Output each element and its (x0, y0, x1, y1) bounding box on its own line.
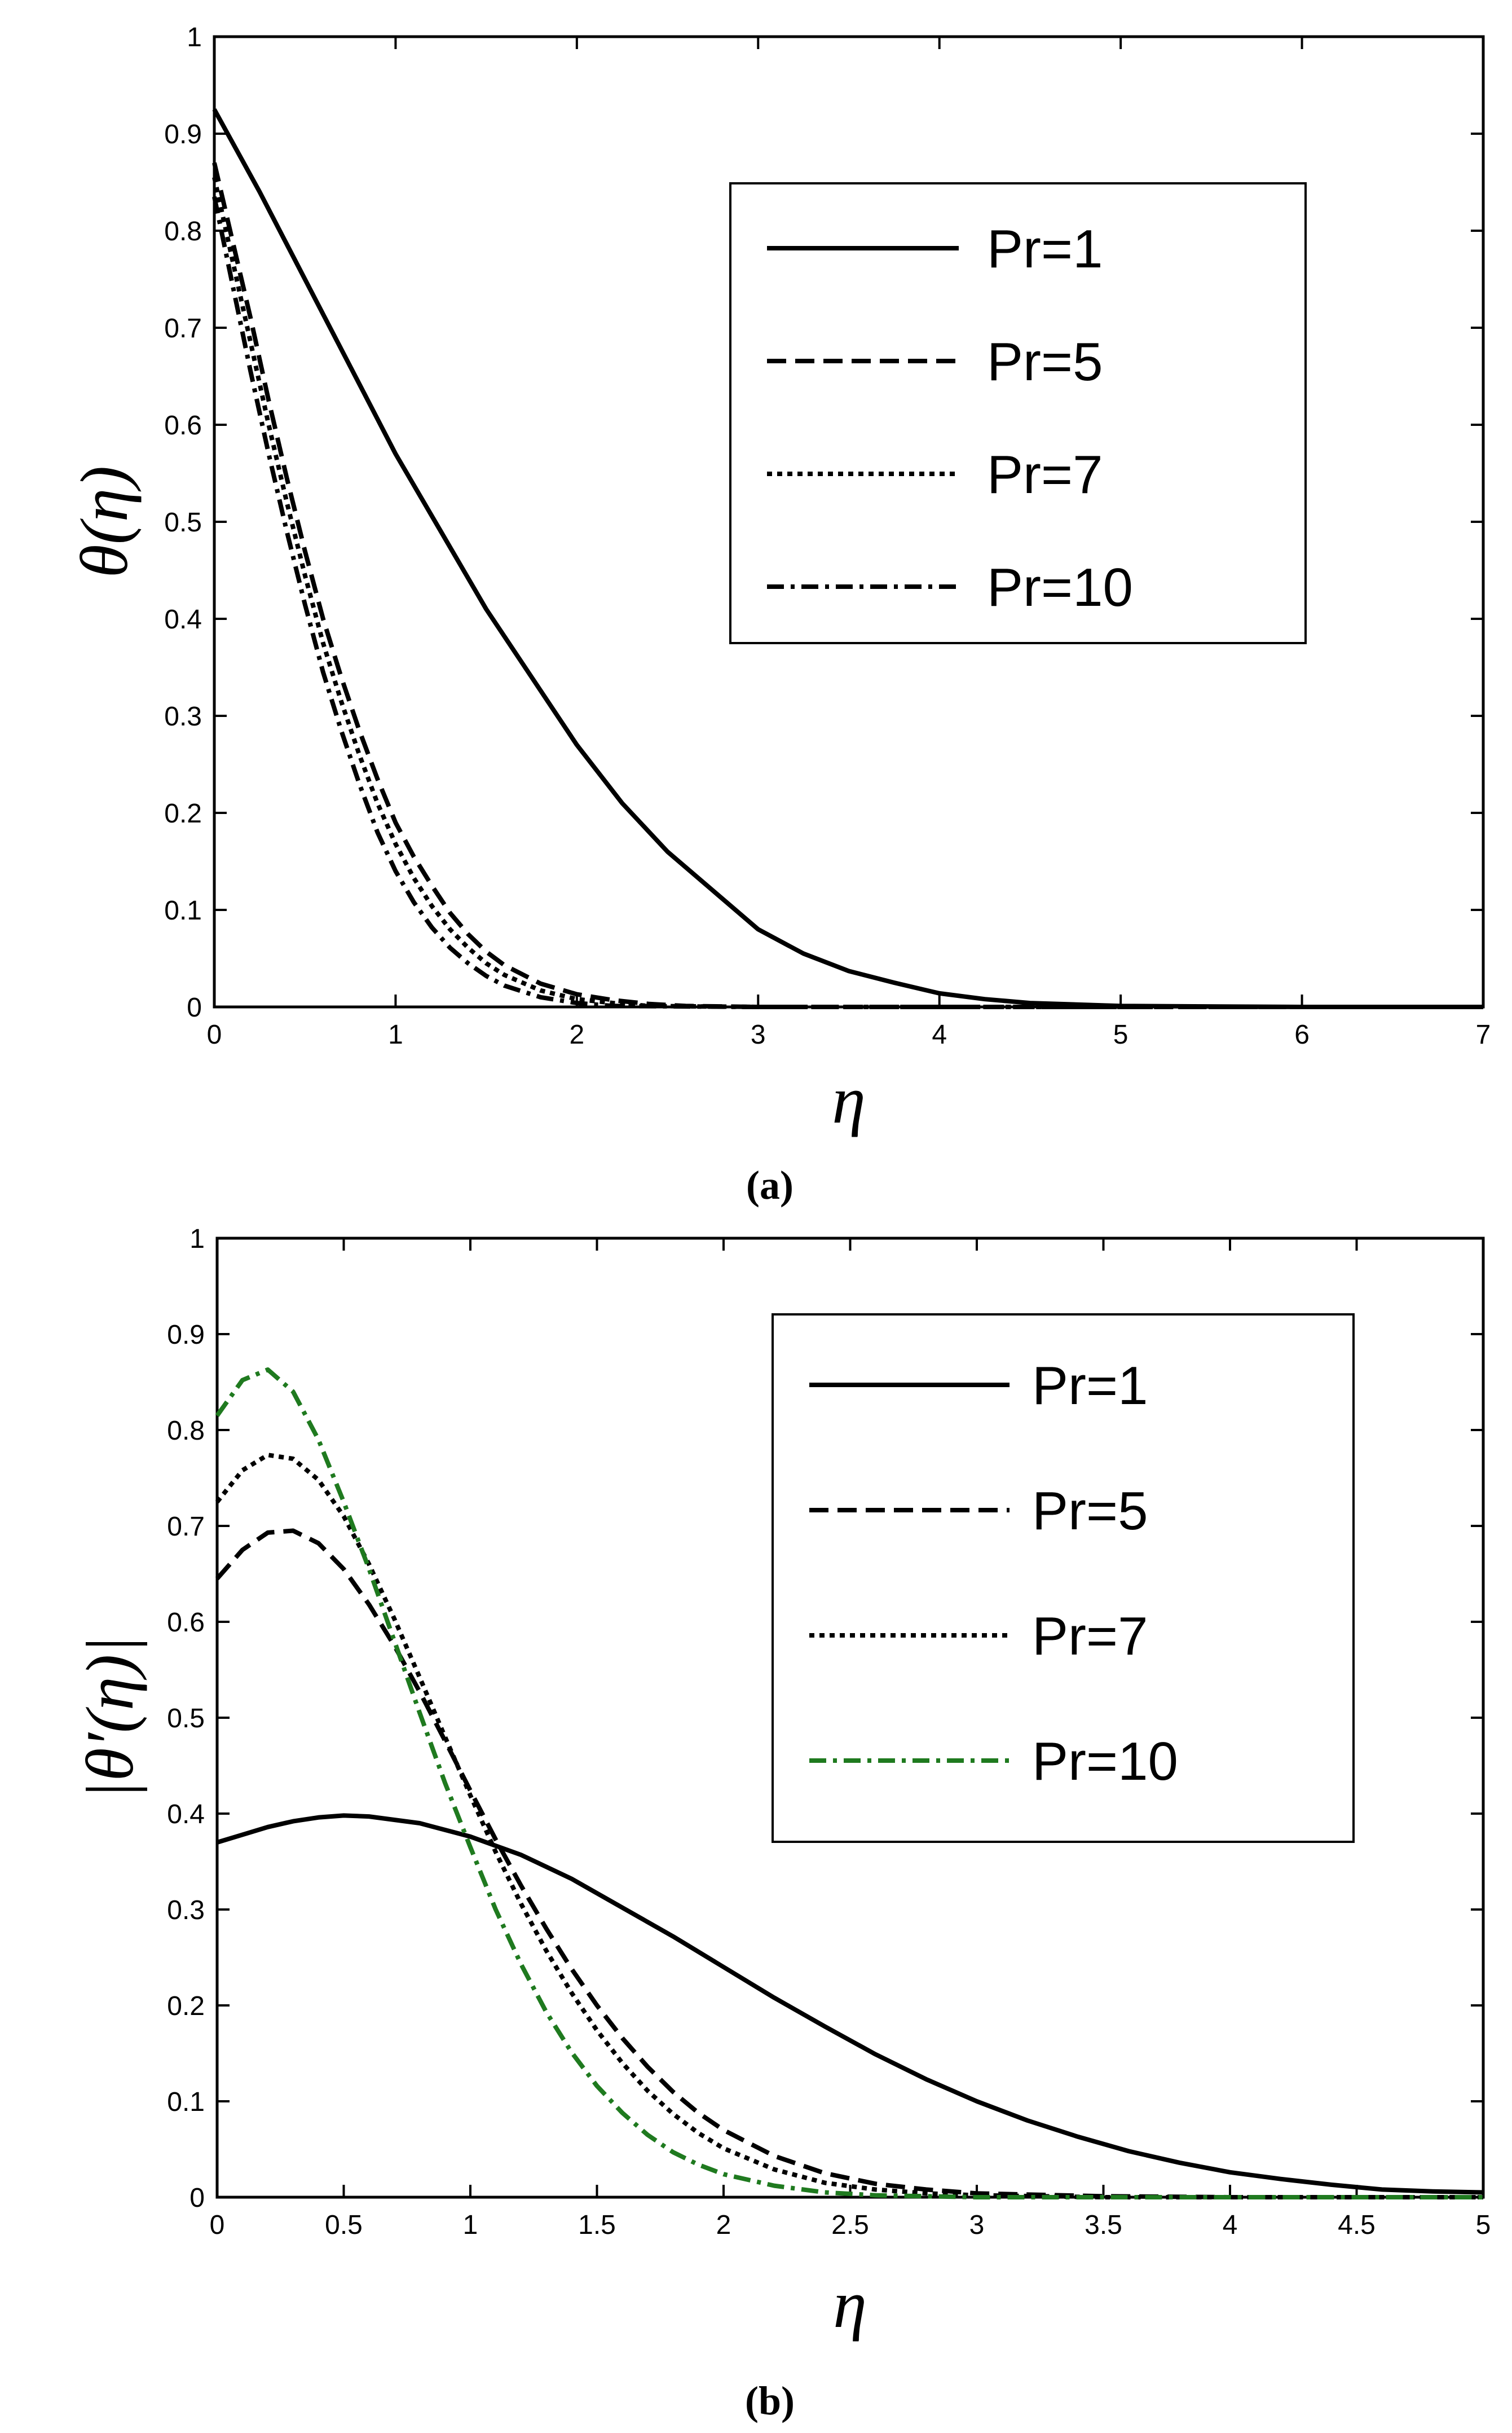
y-tick-label: 0.9 (167, 1320, 205, 1350)
series-group-b (215, 1367, 1484, 2199)
x-tick-label: 7 (1476, 1020, 1491, 1050)
series-line-pr-1 (212, 108, 1483, 1009)
y-tick-label: 0.4 (167, 1800, 205, 1829)
x-tick-label: 3 (751, 1020, 766, 1050)
legend-box (772, 1313, 1355, 1843)
y-tick-label: 0.6 (167, 1608, 205, 1638)
legend-entry-label: Pr=5 (987, 332, 1103, 392)
y-tick-label: 0.5 (167, 1704, 205, 1734)
series-line-pr-10 (215, 1367, 1483, 2199)
y-tick-label: 0.1 (167, 2087, 205, 2117)
y-tick-label: 0.7 (167, 1512, 205, 1542)
y-tick-label: 0.5 (164, 508, 202, 538)
y-tick-label: 1 (189, 1224, 205, 1254)
panel-label-b-open: ( (745, 2378, 759, 2423)
legend-entry-label: Pr=10 (1032, 1731, 1178, 1792)
x-tick-label: 4 (1223, 2210, 1238, 2240)
panel-label-a-open: ( (746, 1163, 760, 1208)
legend-a: Pr=1 Pr=5 Pr=7 Pr=10 (729, 182, 1307, 644)
series-group-a (212, 108, 1483, 1009)
legend-entry-label: Pr=1 (1032, 1356, 1148, 1416)
legend-b: Pr=1 Pr=5 Pr=7 Pr=10 (772, 1313, 1355, 1843)
x-tick-label: 0 (210, 2210, 225, 2240)
series-line-pr-7 (215, 1453, 1483, 2199)
y-tick-label: 0 (187, 993, 202, 1023)
y-tick-label: 0.7 (164, 314, 202, 344)
y-tick-label: 0.8 (164, 217, 202, 247)
chart-panel-a: 0 1 2 3 4 5 6 7 0 0.1 0.2 0.3 0.4 0.5 0.6 0.7 0.8 0.9 1 Pr… (67, 23, 1491, 1208)
series-line-pr-5 (215, 1528, 1483, 2199)
x-tick-label: 1 (463, 2210, 478, 2240)
chart-panel-b: 0 0.5 1 1.5 2 2.5 3 3.5 4 4.5 5 0 0.1 0.2 0.3 0.4 0.5 0.6… (72, 1224, 1491, 2423)
y-axis-label-b: |θ′(η)| (72, 1636, 147, 1800)
panel-label-a: (a) (746, 1163, 794, 1208)
x-tick-label: 5 (1476, 2210, 1491, 2240)
series-line-pr-10 (212, 196, 1483, 1009)
x-tick-label: 1.5 (578, 2210, 616, 2240)
series-line-pr-1 (216, 1813, 1484, 2195)
y-axis-label-a: θ(η) (67, 466, 142, 578)
x-tick-label: 4.5 (1338, 2210, 1376, 2240)
panel-label-b-letter: b (759, 2378, 781, 2423)
x-tick-label: 2.5 (831, 2210, 869, 2240)
y-tick-label: 0.8 (167, 1416, 205, 1446)
x-tick-label: 2 (570, 1020, 585, 1050)
panel-label-a-close: ) (780, 1163, 794, 1208)
series-line-pr-7 (212, 177, 1483, 1009)
panel-label-a-letter: a (760, 1163, 780, 1208)
legend-entry-label: Pr=7 (987, 445, 1103, 505)
y-tick-label: 0 (189, 2183, 205, 2213)
x-tick-label: 3 (969, 2210, 985, 2240)
axes-ticks-a: 0 1 2 3 4 5 6 7 0 0.1 0.2 0.3 0.4 0.5 0.6 0.7 0.8 0.9 1 (164, 23, 1491, 1050)
y-tick-label: 0.2 (167, 1991, 205, 2021)
y-tick-label: 1 (187, 23, 202, 52)
x-tick-label: 1 (388, 1020, 403, 1050)
y-tick-label: 0.9 (164, 120, 202, 149)
legend-entry-label: Pr=1 (987, 219, 1103, 279)
x-tick-label: 4 (932, 1020, 947, 1050)
legend-box (729, 182, 1307, 644)
x-tick-label: 0.5 (325, 2210, 363, 2240)
x-axis-label-a: η (832, 1062, 866, 1137)
x-tick-label: 2 (716, 2210, 731, 2240)
y-tick-label: 0.1 (164, 896, 202, 926)
y-tick-label: 0.4 (164, 605, 202, 635)
x-axis-label-b: η (833, 2267, 867, 2342)
panel-label-b-close: ) (781, 2378, 795, 2423)
y-tick-label: 0.3 (164, 702, 202, 732)
legend-entry-label: Pr=7 (1032, 1606, 1148, 1666)
x-tick-label: 0 (207, 1020, 222, 1050)
x-tick-label: 5 (1113, 1020, 1129, 1050)
axes-ticks-b: 0 0.5 1 1.5 2 2.5 3 3.5 4 4.5 5 0 0.1 0.2 0.3 0.4 0.5 0.6… (167, 1224, 1491, 2240)
legend-entry-label: Pr=10 (987, 557, 1133, 618)
legend-entry-label: Pr=5 (1032, 1481, 1148, 1541)
y-tick-label: 0.3 (167, 1895, 205, 1925)
x-tick-label: 3.5 (1085, 2210, 1122, 2240)
panel-label-b: (b) (745, 2378, 795, 2423)
x-tick-label: 6 (1294, 1020, 1310, 1050)
y-tick-label: 0.2 (164, 799, 202, 829)
y-tick-label: 0.6 (164, 411, 202, 441)
